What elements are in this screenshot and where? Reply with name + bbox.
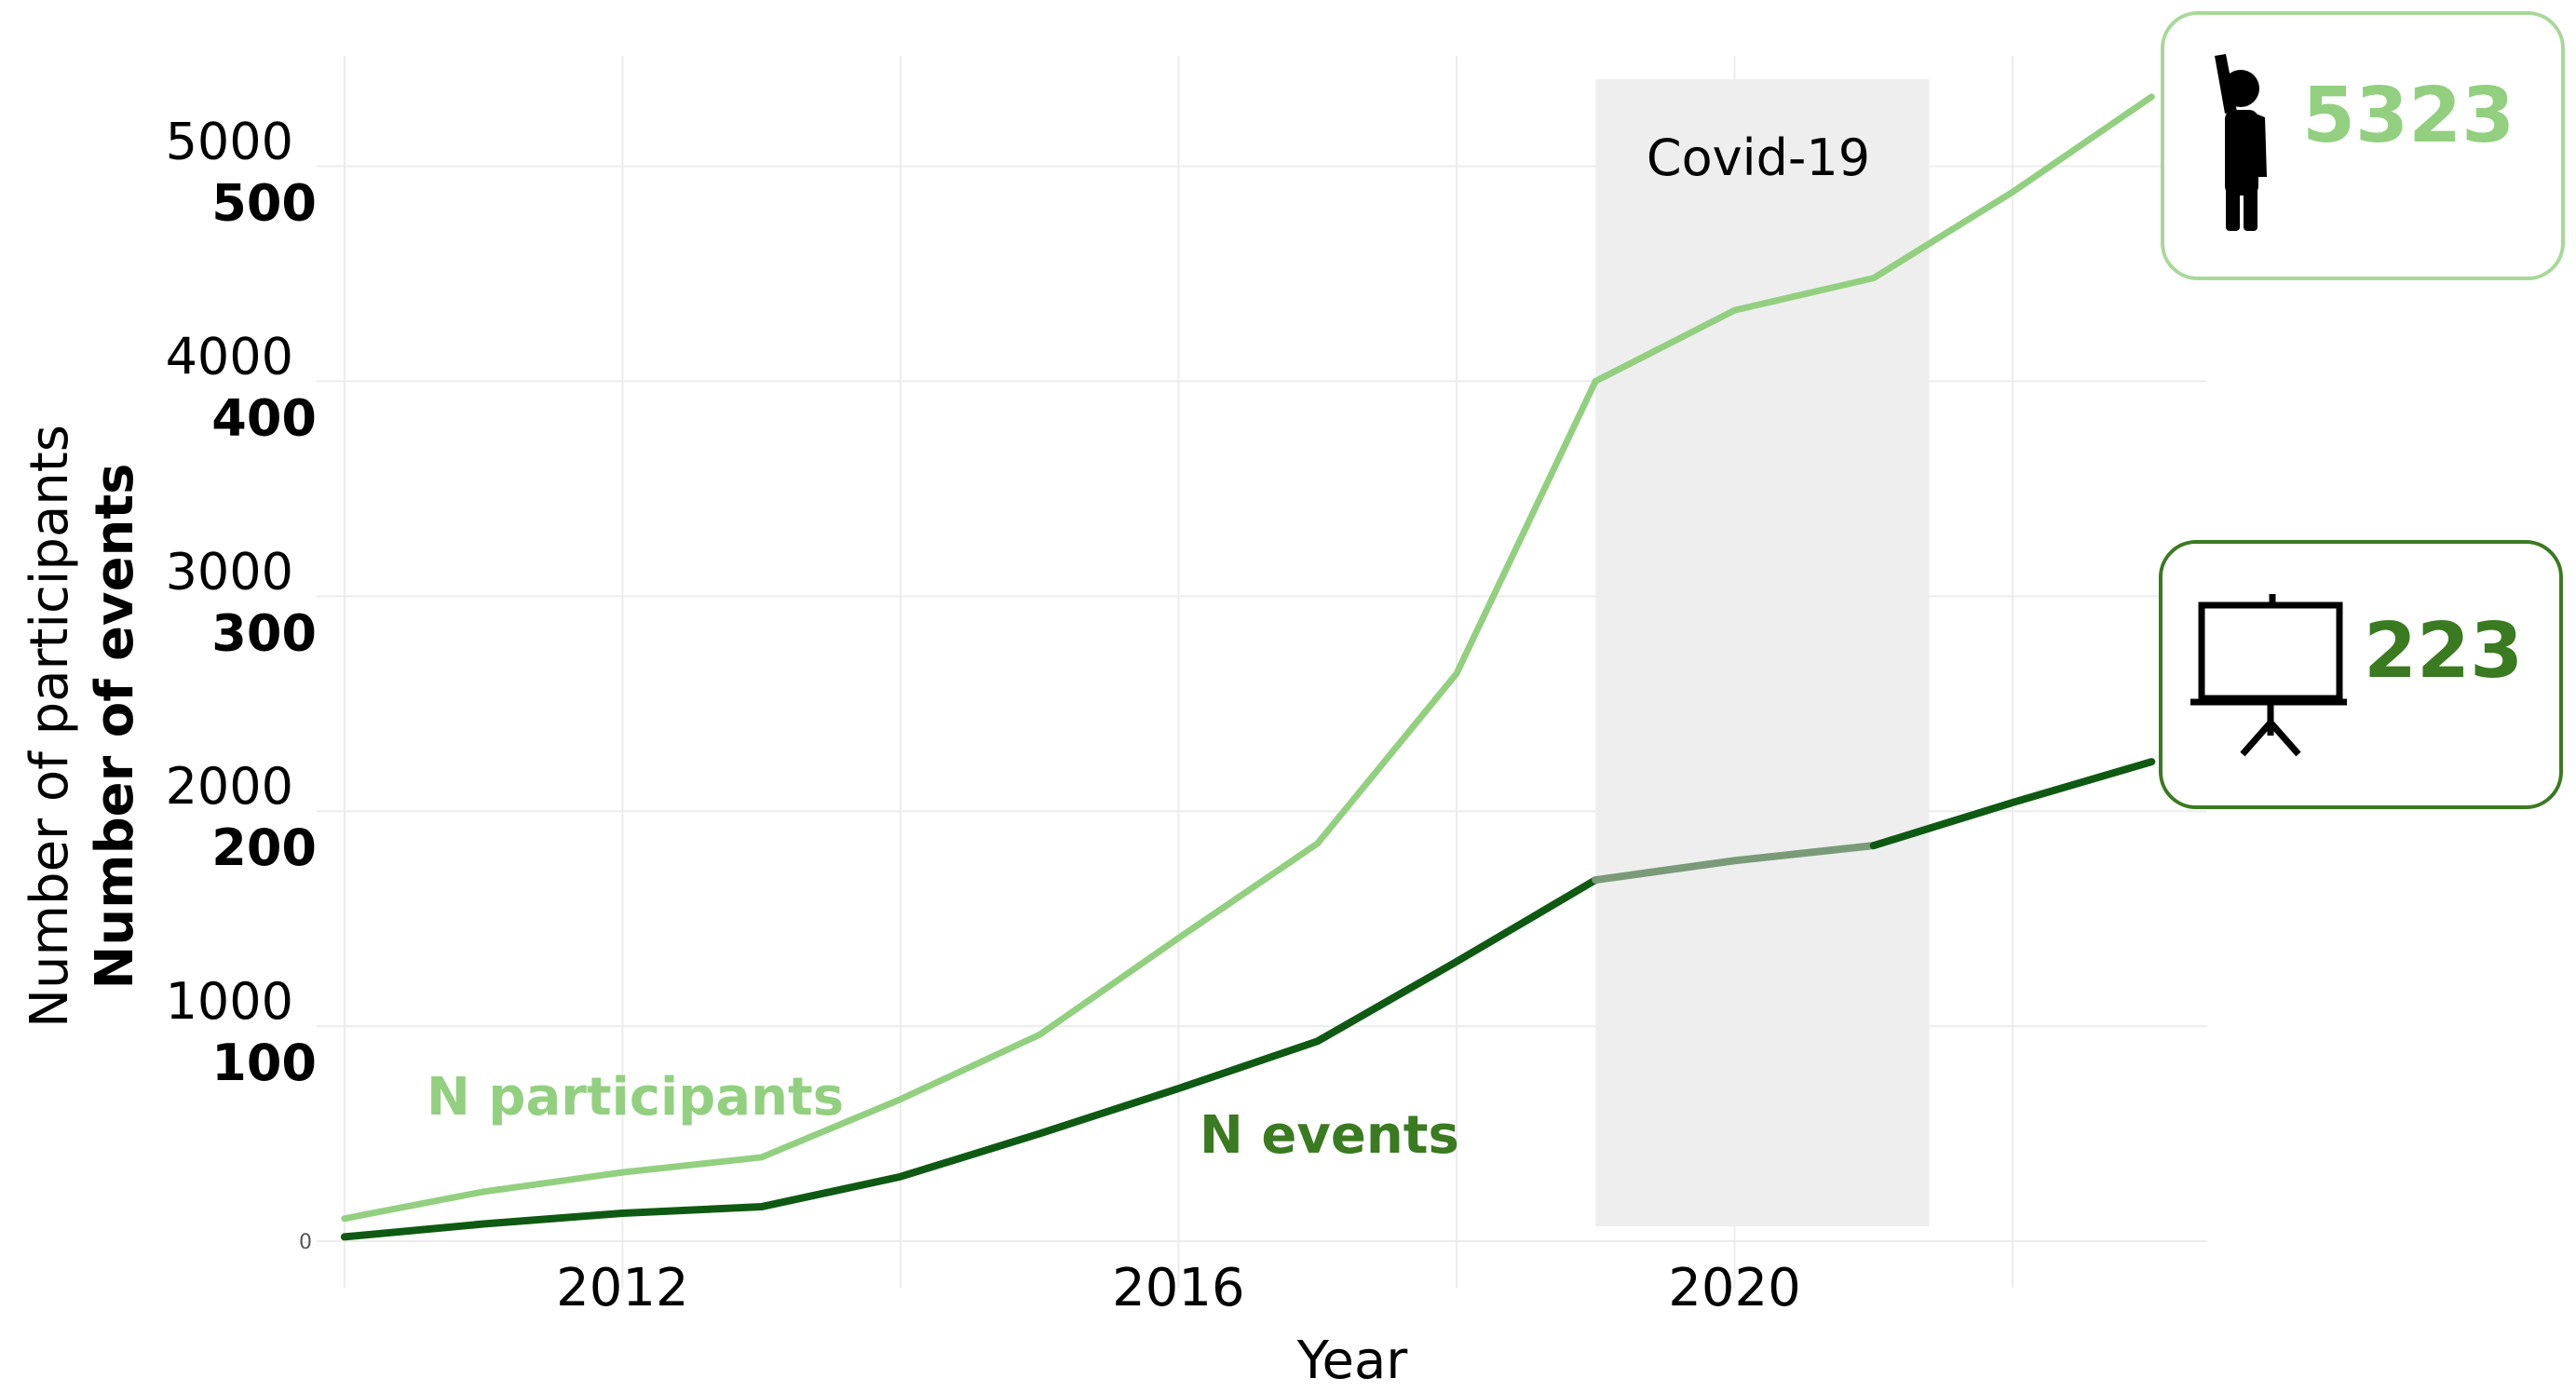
events-line-covid [1592, 842, 1878, 885]
events-series-label: N events [1200, 1105, 1459, 1166]
covid-label: Covid-19 [1647, 128, 1870, 187]
y-tick-label-participants: 2000 [166, 757, 293, 816]
participants-callout: 5323 [2161, 11, 2565, 280]
x-tick-label: 2016 [1112, 1258, 1245, 1318]
tick-labels: 2012 2016 20201000100200020030003004000400… [166, 113, 1801, 1318]
participants-callout-box [2161, 11, 2565, 280]
x-tick-label: 2012 [556, 1258, 689, 1318]
covid-region [1595, 79, 1930, 1226]
events-line [340, 876, 1600, 1241]
series-lines [340, 93, 2156, 1241]
y-axis-title-participants: Number of participants [20, 425, 80, 1028]
participants-series-label: N participants [427, 1067, 844, 1128]
raised-hand-person-icon [2215, 54, 2267, 231]
y-tick-label-events: 300 [211, 603, 317, 662]
y-tick-label-events: 100 [211, 1034, 317, 1092]
events-line [1869, 758, 2156, 850]
participants-line [341, 93, 2155, 1223]
y-tick-label-zero: 0 [299, 1231, 312, 1254]
y-tick-label-participants: 5000 [166, 113, 293, 171]
participants-callout-value: 5323 [2302, 72, 2515, 160]
covid-shade [1595, 79, 1930, 1226]
y-tick-label-events: 200 [211, 818, 317, 877]
y-tick-label-participants: 4000 [166, 327, 293, 385]
events-callout-value: 223 [2364, 607, 2523, 696]
y-tick-label-participants: 3000 [166, 542, 293, 601]
y-tick-label-events: 400 [211, 388, 317, 447]
x-tick-label: 2020 [1668, 1258, 1801, 1318]
events-callout: 223 [2159, 540, 2563, 809]
x-axis-title: Year [1296, 1331, 1409, 1391]
presentation-board-icon [2190, 594, 2347, 757]
y-tick-label-events: 500 [211, 174, 317, 233]
y-tick-label-participants: 1000 [166, 972, 293, 1031]
y-axis-title-events: Number of events [85, 463, 145, 989]
